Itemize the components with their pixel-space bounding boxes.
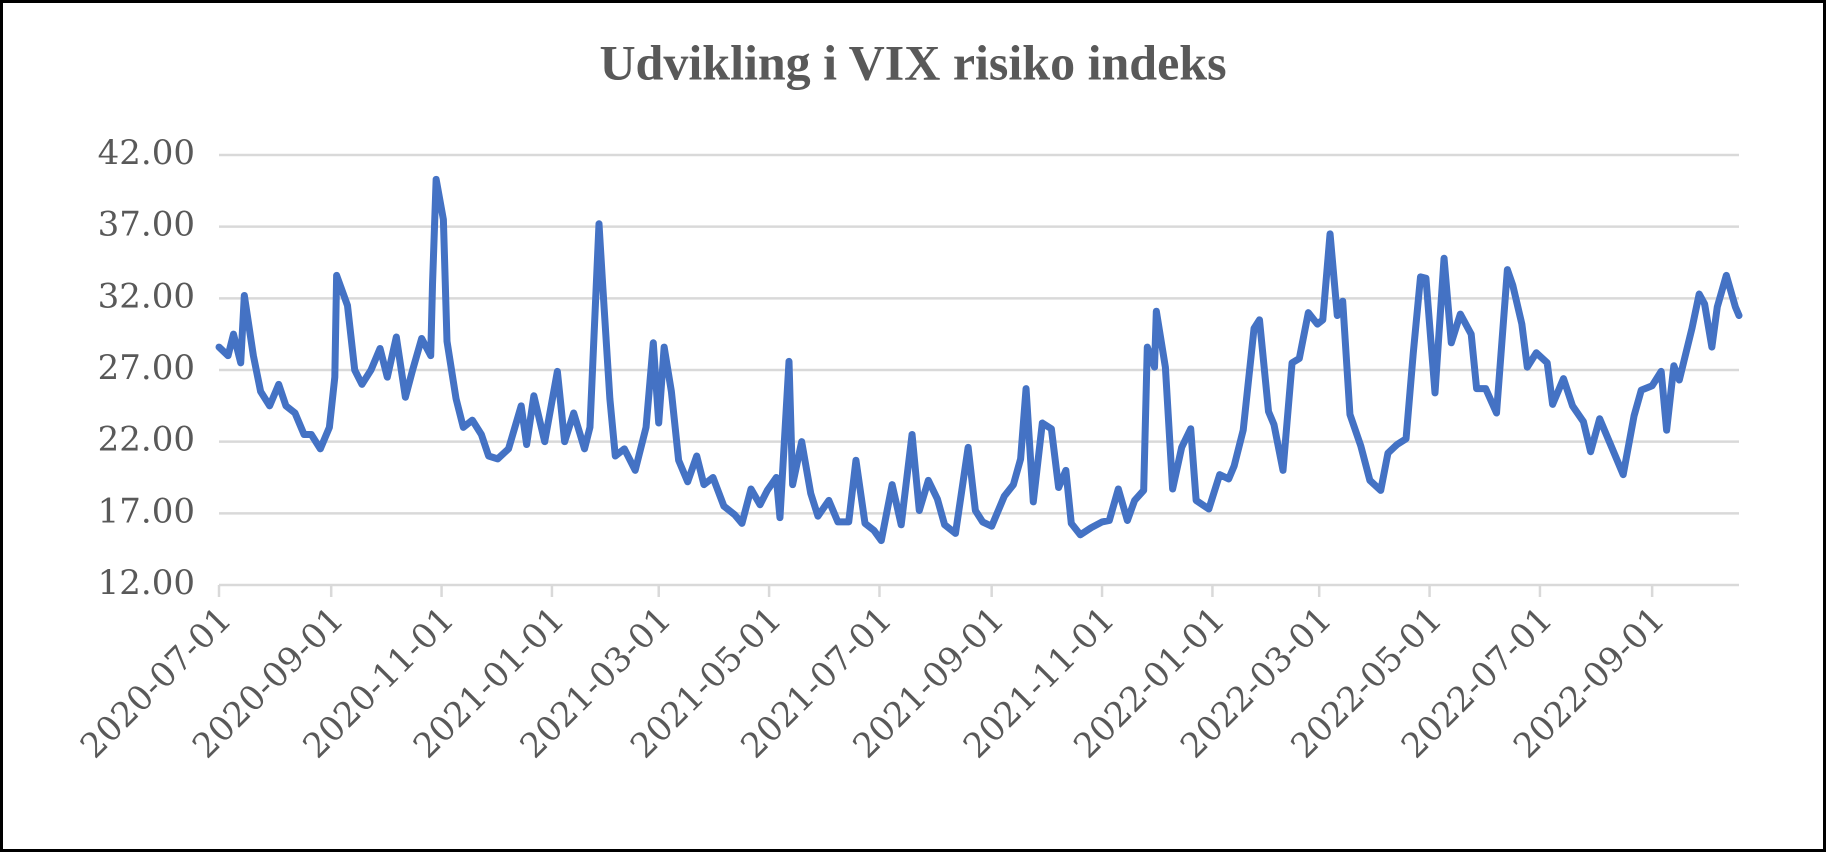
y-tick-label: 22.00 xyxy=(98,420,195,460)
data-line xyxy=(215,175,1743,545)
y-tick-label: 42.00 xyxy=(98,133,195,173)
y-tick-label: 17.00 xyxy=(98,491,195,531)
y-tick-label: 37.00 xyxy=(98,205,195,245)
y-tick-label: 27.00 xyxy=(98,348,195,388)
y-tick-label: 32.00 xyxy=(98,276,195,316)
y-tick-label: 12.00 xyxy=(98,563,195,603)
chart-title: Udvikling i VIX risiko indeks xyxy=(599,34,1226,90)
